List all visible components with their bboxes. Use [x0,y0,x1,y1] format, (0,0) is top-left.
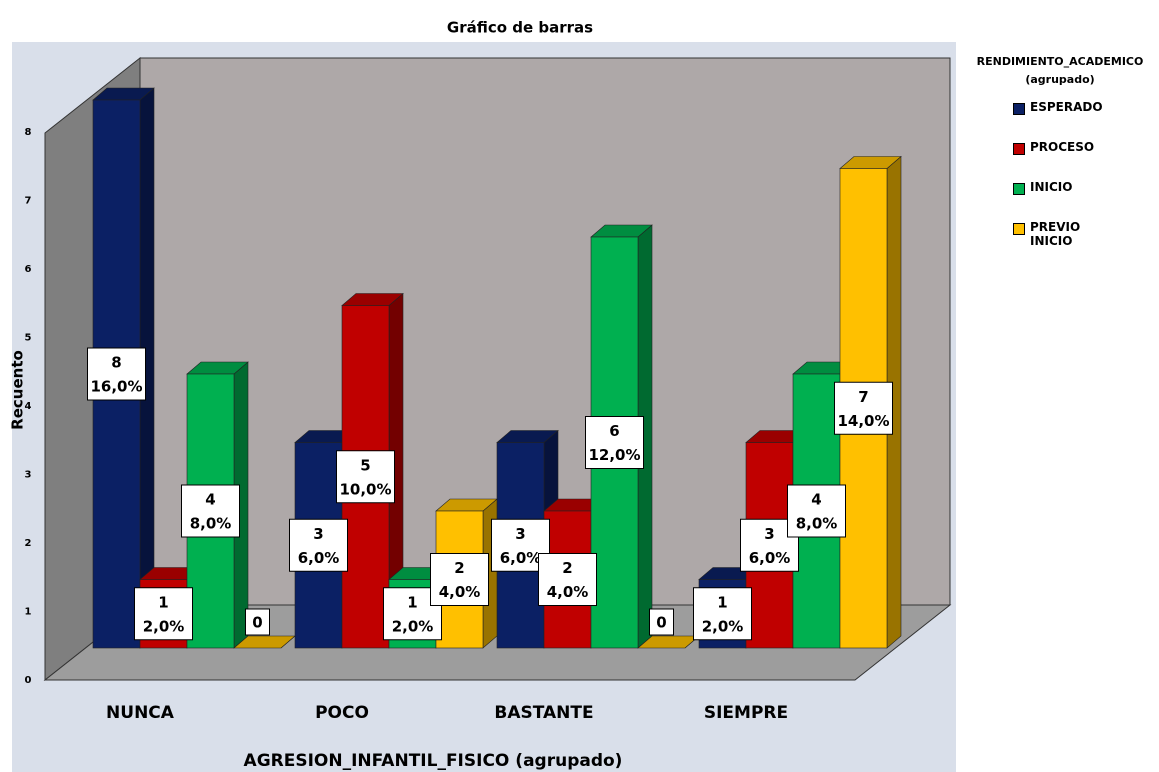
data-label-value: 1 [158,593,168,611]
data-label-percent: 14,0% [837,412,889,430]
data-label-percent: 2,0% [392,617,434,635]
y-tick-label: 0 [25,675,32,686]
legend-label: INICIO [1030,180,1073,194]
data-label: 5 10,0% [336,450,395,504]
data-label: 2 4,0% [430,553,489,606]
legend-item: PROCESO [1013,140,1123,155]
data-label-value: 0 [252,614,262,632]
legend-label: PREVIO INICIO [1030,220,1081,248]
data-label-box [336,450,395,504]
legend-title: RENDIMIENTO_ACADEMICO [977,55,1144,68]
data-label-percent: 4,0% [439,583,481,601]
data-label-value: 4 [811,491,821,509]
data-label-percent: 8,0% [796,515,838,533]
data-label-value: 3 [515,525,525,543]
data-label-value: 3 [764,525,774,543]
data-label-value: 1 [717,593,727,611]
y-tick-label: 3 [25,470,32,481]
data-label-box [289,518,348,572]
data-label-value: 0 [656,614,666,632]
data-label-percent: 2,0% [702,617,744,635]
data-label-percent: 8,0% [190,515,232,533]
data-label-percent: 6,0% [500,549,542,567]
x-tick-label: NUNCA [106,703,175,723]
data-label-box [834,381,893,435]
legend-item: INICIO [1013,180,1123,195]
legend-swatch [1013,103,1025,115]
y-tick-label: 7 [25,196,32,207]
legend-swatch [1013,223,1025,235]
data-label-value: 8 [111,354,121,372]
data-label-box [585,416,644,469]
data-label-box [430,553,489,606]
data-label-box [245,608,270,636]
data-label-box [134,587,193,641]
y-tick-label: 1 [25,607,32,618]
data-label: 7 14,0% [834,381,893,435]
x-tick-label: BASTANTE [494,703,593,723]
data-label: 6 12,0% [585,416,644,469]
data-label: 4 8,0% [787,484,846,538]
chart-title: Gráfico de barras [447,19,593,37]
data-label-value: 2 [562,559,572,577]
data-label-box [649,608,674,636]
x-tick-label: POCO [315,703,369,723]
data-label: 1 2,0% [693,587,752,641]
data-label-box [693,587,752,641]
legend-swatch [1013,183,1025,195]
data-label-box [181,484,240,538]
legend-swatch [1013,143,1025,155]
data-label-value: 2 [454,559,464,577]
data-label-percent: 2,0% [143,617,185,635]
data-label: 4 8,0% [181,484,240,538]
data-label-percent: 4,0% [547,583,589,601]
data-label-percent: 16,0% [90,378,142,396]
x-tick-label: SIEMPRE [704,703,788,723]
legend-item: PREVIO INICIO [1013,220,1123,248]
y-axis-title: Recuento [9,350,27,430]
data-label-value: 6 [609,422,619,440]
data-label-box [87,347,146,401]
bar-top [233,635,296,649]
data-label-value: 3 [313,525,323,543]
legend-label: PROCESO [1030,140,1095,154]
data-label-percent: 10,0% [339,480,391,498]
data-label-value: 7 [858,388,868,406]
y-tick-label: 6 [25,264,32,275]
data-label: 1 2,0% [134,587,193,641]
data-label-percent: 6,0% [298,549,340,567]
data-label-box [538,553,597,606]
y-tick-label: 5 [25,333,32,344]
legend-title: (agrupado) [1025,73,1094,86]
y-tick-label: 8 [25,127,32,138]
data-label: 8 16,0% [87,347,146,401]
data-label-value: 4 [205,491,215,509]
data-label-box [787,484,846,538]
y-tick-label: 2 [25,538,32,549]
x-axis-title: AGRESION_INFANTIL_FISICO (agrupado) [244,751,623,771]
data-label: 0 [245,608,270,636]
legend-label: ESPERADO [1030,100,1103,114]
y-tick-label: 4 [25,401,32,412]
data-label-percent: 6,0% [749,549,791,567]
legend-item: ESPERADO [1013,100,1123,115]
data-label-value: 1 [407,593,417,611]
data-label-percent: 12,0% [588,446,640,464]
data-label: 2 4,0% [538,553,597,606]
data-label-value: 5 [360,456,370,474]
data-label: 0 [649,608,674,636]
data-label: 3 6,0% [289,518,348,572]
